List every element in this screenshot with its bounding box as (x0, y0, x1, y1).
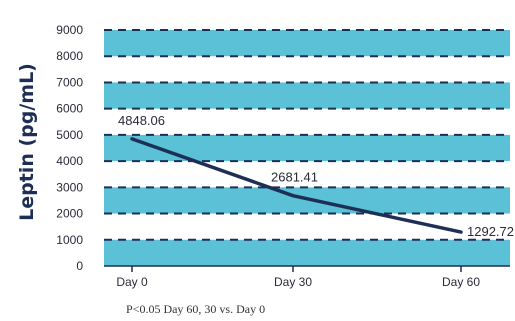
y-tick-label-0: 0 (76, 259, 83, 273)
x-tick-label-0: Day 0 (116, 275, 148, 289)
y-tick-label-6: 6000 (56, 102, 83, 116)
data-label-layer: 4848.06 2681.41 1292.72 (118, 113, 514, 239)
band-4 (104, 30, 510, 57)
y-axis-label: Leptin (pg/mL) (16, 63, 38, 221)
data-label-1: 2681.41 (271, 170, 318, 185)
footnote: P<0.05 Day 60, 30 vs. Day 0 (126, 302, 265, 316)
band-2 (104, 134, 510, 162)
series-layer (130, 137, 463, 234)
y-tick-label-5: 5000 (56, 128, 83, 142)
y-tick-label-4: 4000 (56, 154, 83, 168)
series-line-0 (130, 137, 463, 234)
data-label-2: 1292.72 (467, 224, 514, 239)
band-3 (104, 82, 510, 109)
band-0 (104, 239, 510, 266)
y-tick-label-7: 7000 (56, 75, 83, 89)
x-tick-label-1: Day 30 (274, 275, 312, 289)
y-tick-layer: 0 1000 2000 3000 4000 5000 6000 7000 8000 9000 (56, 23, 83, 273)
y-tick-label-9: 9000 (56, 23, 83, 37)
x-tick-label-2: Day 60 (442, 275, 480, 289)
x-tick-layer: Day 0 Day 30 Day 60 (116, 266, 480, 289)
y-tick-label-8: 8000 (56, 49, 83, 63)
y-tick-label-3: 3000 (56, 180, 83, 194)
y-tick-label-2: 2000 (56, 207, 83, 221)
gridline-layer (104, 29, 510, 267)
data-label-0: 4848.06 (118, 113, 165, 128)
y-tick-label-1: 1000 (56, 233, 83, 247)
